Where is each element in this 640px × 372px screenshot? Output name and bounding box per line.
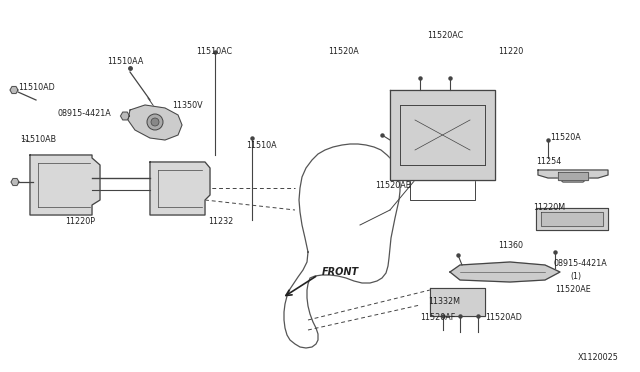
Text: 11220: 11220 xyxy=(498,48,524,57)
Text: 11520A: 11520A xyxy=(328,48,359,57)
Text: 11232: 11232 xyxy=(208,218,233,227)
Text: X1120025: X1120025 xyxy=(578,353,619,362)
Polygon shape xyxy=(150,162,210,215)
Polygon shape xyxy=(558,172,588,180)
Polygon shape xyxy=(10,87,18,93)
Polygon shape xyxy=(30,155,100,215)
Text: 08915-4421A: 08915-4421A xyxy=(58,109,112,118)
Text: 11520AE: 11520AE xyxy=(555,285,591,294)
Text: 11332M: 11332M xyxy=(428,298,460,307)
Polygon shape xyxy=(541,212,603,226)
Text: FRONT: FRONT xyxy=(322,267,359,277)
Text: 11350V: 11350V xyxy=(172,100,203,109)
Text: (1): (1) xyxy=(570,272,581,280)
Circle shape xyxy=(151,118,159,126)
Text: 11520AD: 11520AD xyxy=(485,314,522,323)
Text: 11520AC: 11520AC xyxy=(427,31,463,39)
Text: 11254: 11254 xyxy=(536,157,561,167)
Polygon shape xyxy=(536,208,608,230)
Polygon shape xyxy=(128,105,182,140)
Text: 11510AC: 11510AC xyxy=(196,48,232,57)
Polygon shape xyxy=(390,90,495,180)
Text: 11520A: 11520A xyxy=(550,134,580,142)
Polygon shape xyxy=(11,179,19,186)
Text: 11510AA: 11510AA xyxy=(107,58,143,67)
Text: 11520AF: 11520AF xyxy=(420,314,455,323)
Text: 11520AB: 11520AB xyxy=(375,180,412,189)
Circle shape xyxy=(147,114,163,130)
Text: 11360: 11360 xyxy=(498,241,523,250)
Text: 11510AD: 11510AD xyxy=(18,83,55,93)
Text: 11220M: 11220M xyxy=(533,203,565,212)
Text: 11510AB: 11510AB xyxy=(20,135,56,144)
Polygon shape xyxy=(120,112,129,120)
Polygon shape xyxy=(430,288,485,316)
Text: 11510A: 11510A xyxy=(246,141,276,150)
Text: 08915-4421A: 08915-4421A xyxy=(553,259,607,267)
Text: 11220P: 11220P xyxy=(65,218,95,227)
Polygon shape xyxy=(538,170,608,182)
Polygon shape xyxy=(450,262,560,282)
